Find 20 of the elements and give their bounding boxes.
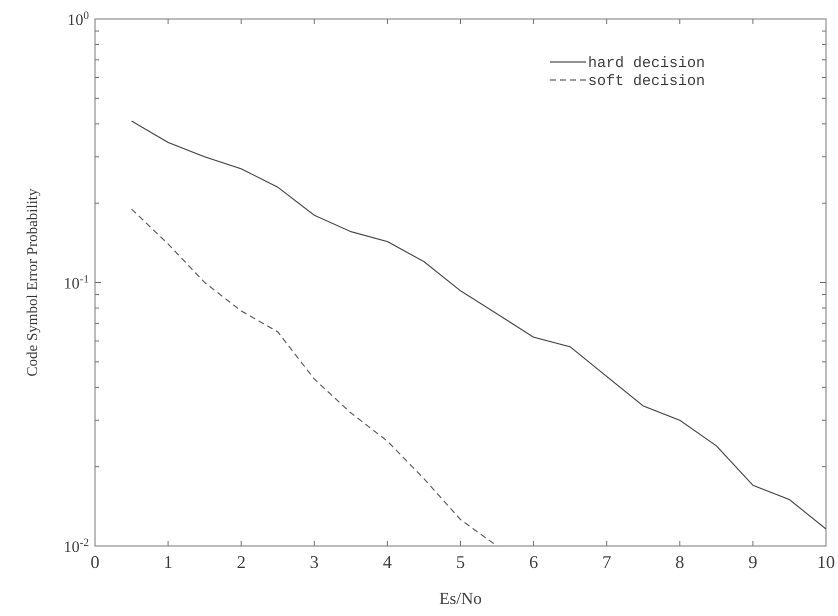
x-tick-label: 9 xyxy=(748,552,758,572)
x-tick-label: 5 xyxy=(456,552,465,572)
y-tick-label: 10$^{0}$ xyxy=(67,10,90,29)
x-tick-label: 7 xyxy=(602,552,612,572)
x-tick-label: 2 xyxy=(236,552,246,572)
y-tick-label: 10$^{-2}$ xyxy=(64,537,89,556)
legend-label: hard decision xyxy=(588,55,706,72)
x-tick-label: 8 xyxy=(675,552,684,572)
x-tick-label: 0 xyxy=(90,552,100,572)
x-axis-title: Es/No xyxy=(439,589,482,608)
y-tick-label: 10$^{-1}$ xyxy=(64,274,89,292)
legend-label: soft decision xyxy=(588,73,706,90)
x-tick-label: 4 xyxy=(382,552,392,572)
line-series xyxy=(130,208,498,547)
x-tick-label: 6 xyxy=(529,552,538,572)
x-tick-label: 3 xyxy=(310,552,319,572)
line-series xyxy=(130,120,827,530)
y-axis-title: Code Symbol Error Probability xyxy=(25,188,41,376)
x-tick-label: 1 xyxy=(164,552,173,572)
x-tick-label: 10 xyxy=(817,552,835,572)
